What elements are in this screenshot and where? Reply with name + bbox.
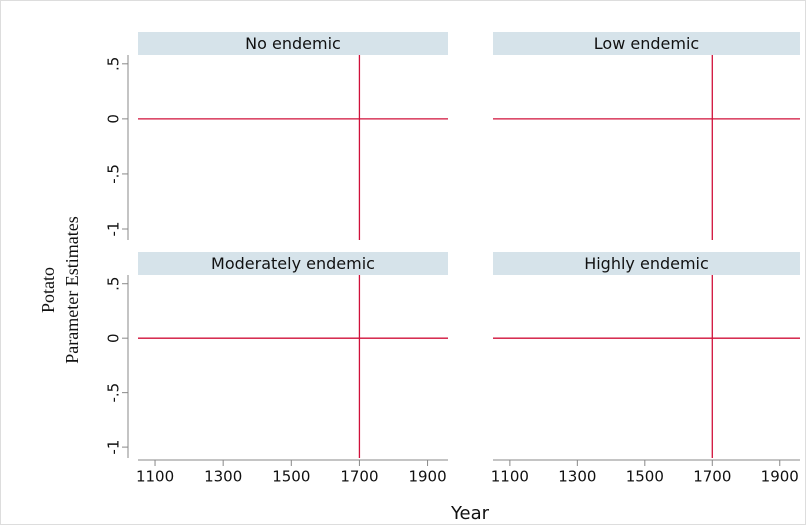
panel-header (493, 32, 800, 55)
panel-header (138, 252, 448, 275)
x-tick-label: 1100 (136, 468, 174, 486)
y-tick-label: -1 (105, 440, 123, 455)
y-tick-label: 0 (105, 333, 123, 343)
panel-header (138, 32, 448, 55)
y-tick-label: .5 (105, 57, 123, 71)
y-tick-label: 0 (105, 114, 123, 124)
y-tick-label: -.5 (105, 164, 123, 184)
x-tick-label: 1700 (340, 468, 378, 486)
x-tick-label: 1100 (491, 468, 529, 486)
panel-title: Low endemic (594, 34, 699, 53)
x-tick-label: 1900 (761, 468, 799, 486)
x-tick-label: 1500 (272, 468, 310, 486)
y-axis-title: Parameter Estimates (62, 216, 82, 363)
x-tick-label: 1500 (626, 468, 664, 486)
panel-header (493, 252, 800, 275)
x-tick-label: 1900 (408, 468, 446, 486)
panel-title: Moderately endemic (211, 254, 375, 273)
y-tick-label: .5 (105, 277, 123, 291)
x-tick-label: 1700 (693, 468, 731, 486)
y-tick-label: -1 (105, 222, 123, 237)
x-tick-label: 1300 (204, 468, 242, 486)
y-axis-title: Potato (38, 267, 58, 313)
panel-title: No endemic (245, 34, 341, 53)
x-tick-label: 1300 (558, 468, 596, 486)
panel-title: Highly endemic (584, 254, 709, 273)
x-axis-title: Year (450, 503, 490, 524)
y-tick-label: -.5 (105, 383, 123, 403)
